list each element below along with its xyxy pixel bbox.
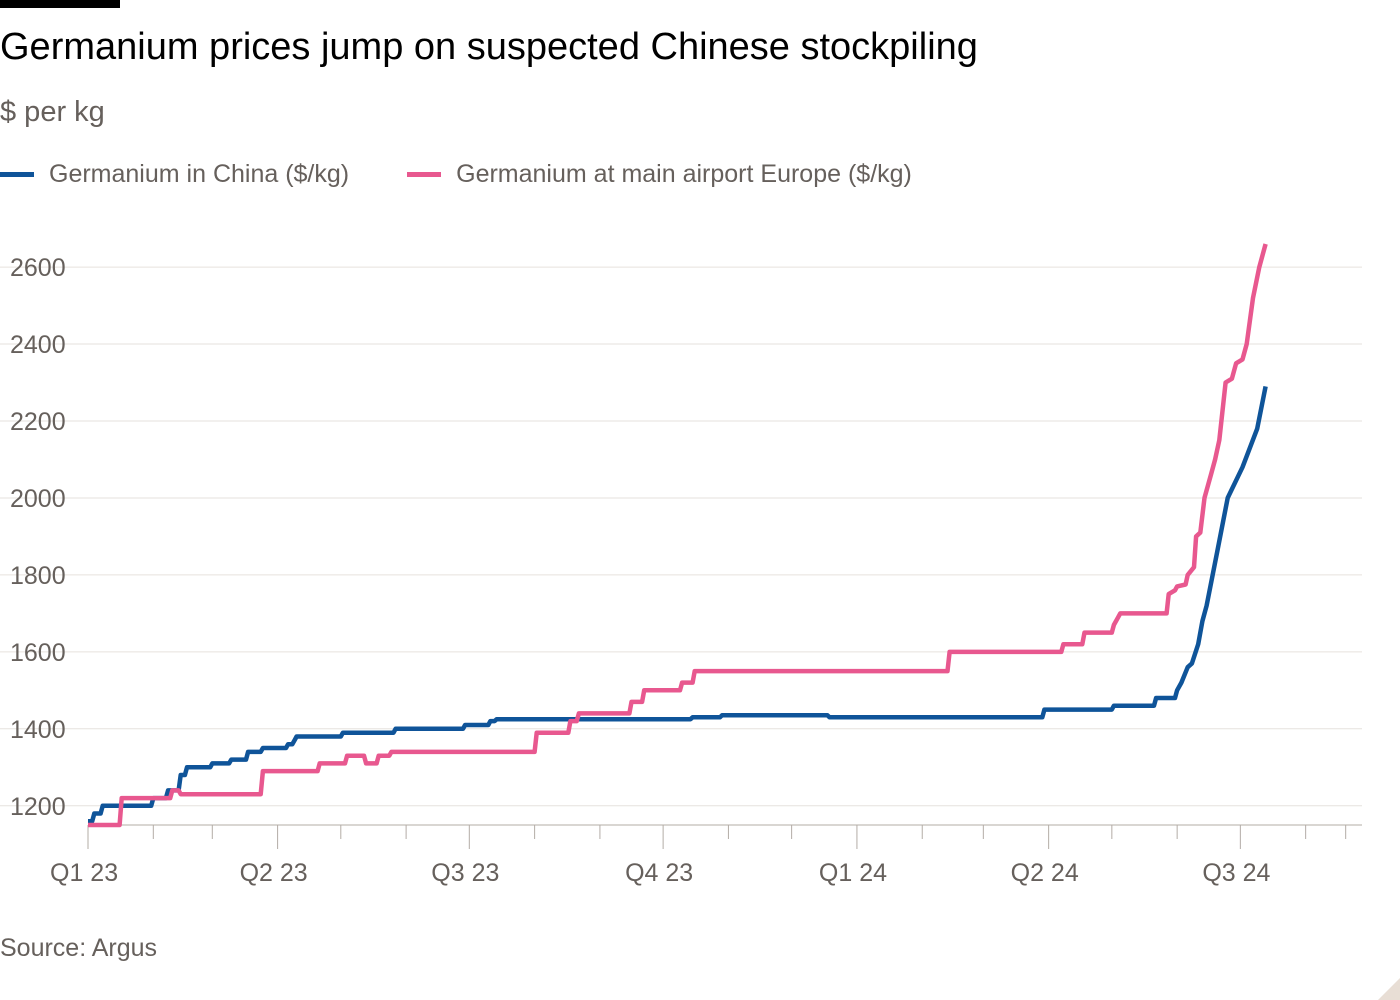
legend-swatch-europe — [407, 172, 442, 177]
y-tick-label-2400: 2400 — [10, 331, 66, 359]
x-tick-label-3: Q4 23 — [625, 859, 693, 887]
source-note: Source: Argus — [0, 934, 158, 962]
y-tick-label-1400: 1400 — [10, 716, 66, 744]
x-tick-label-0: Q1 23 — [50, 859, 118, 887]
chart-subtitle: $ per kg — [0, 96, 105, 128]
series-line-china — [88, 385, 1268, 824]
y-tick-label-1600: 1600 — [10, 639, 66, 667]
x-tick-label-6: Q3 24 — [1202, 859, 1270, 887]
legend-swatch-china — [0, 172, 34, 177]
brand-bar — [0, 0, 120, 8]
legend-item-china: Germanium in China ($/kg) — [0, 160, 349, 189]
y-tick-label-1200: 1200 — [10, 793, 66, 821]
legend-label-europe: Germanium at main airport Europe ($/kg) — [456, 160, 912, 188]
y-tick-label-2600: 2600 — [10, 254, 66, 282]
legend: Germanium in China ($/kg) Germanium at m… — [0, 160, 970, 189]
x-tick-label-2: Q3 23 — [431, 859, 499, 887]
x-tick-label-4: Q1 24 — [819, 859, 887, 887]
chart-title: Germanium prices jump on suspected Chine… — [0, 26, 978, 68]
legend-item-europe: Germanium at main airport Europe ($/kg) — [407, 160, 912, 189]
legend-label-china: Germanium in China ($/kg) — [49, 160, 350, 188]
x-tick-label-5: Q2 24 — [1011, 859, 1079, 887]
corner-decoration — [1378, 978, 1400, 1000]
y-tick-label-1800: 1800 — [10, 562, 66, 590]
y-tick-label-2000: 2000 — [10, 485, 66, 513]
x-tick-label-1: Q2 23 — [240, 859, 308, 887]
series-line-europe — [88, 243, 1268, 828]
y-tick-label-2200: 2200 — [10, 408, 66, 436]
